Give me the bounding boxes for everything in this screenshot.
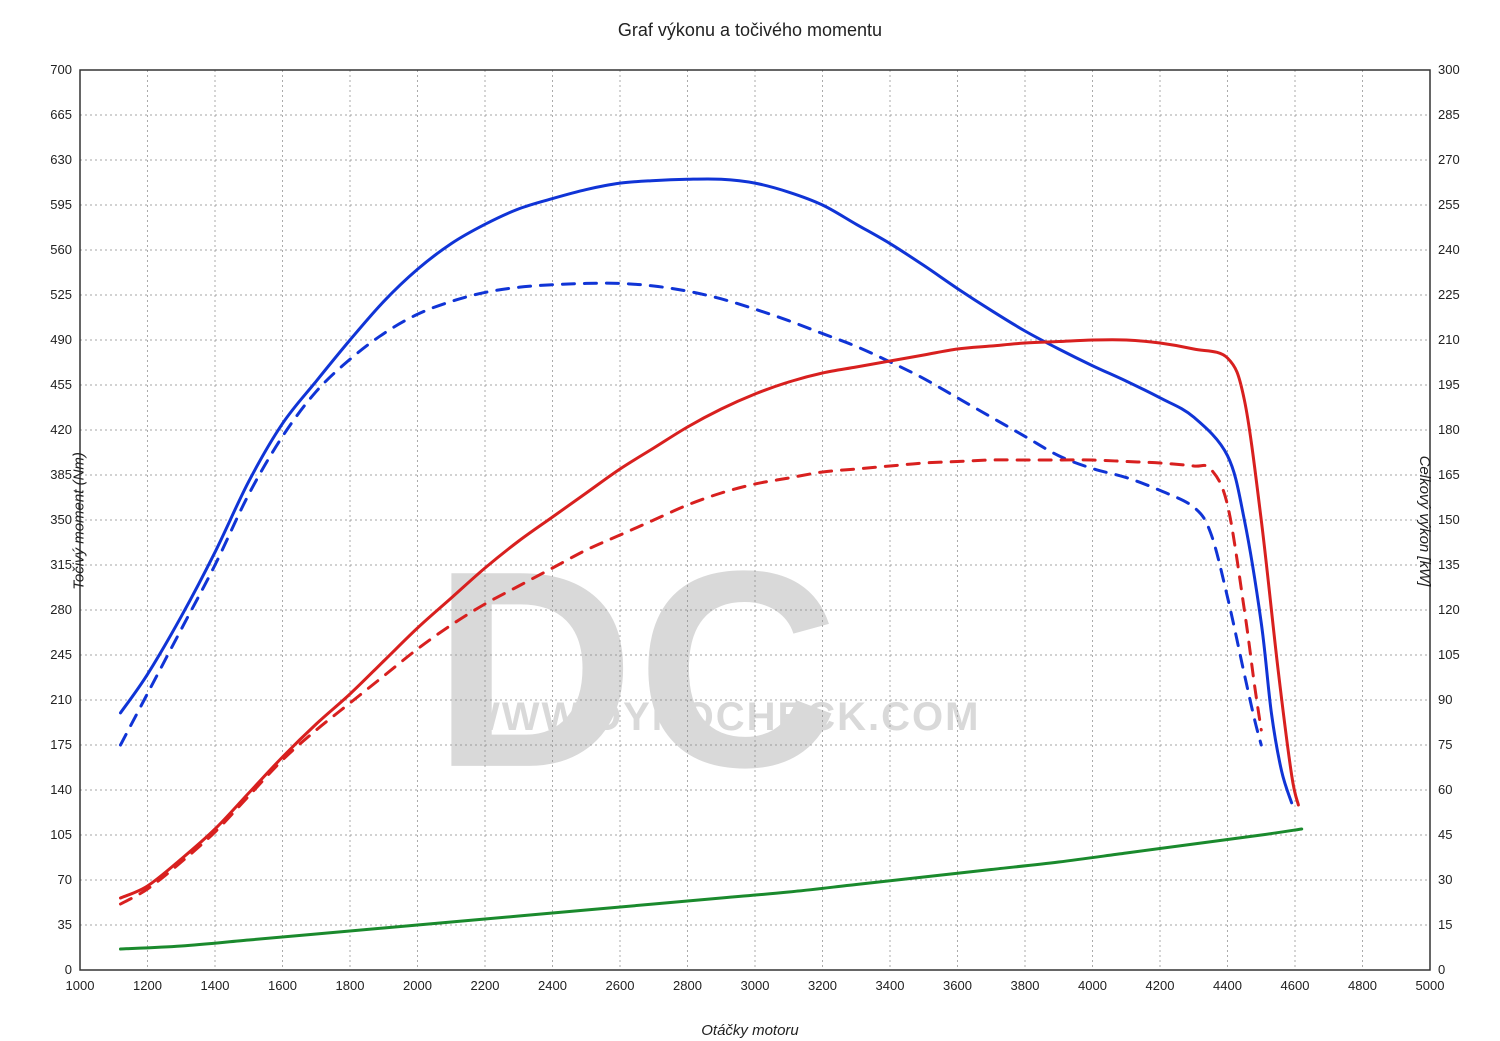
y-right-tick-label: 75 <box>1438 737 1452 752</box>
y-right-tick-label: 120 <box>1438 602 1460 617</box>
y-left-tick-label: 140 <box>50 782 72 797</box>
y-right-tick-label: 285 <box>1438 107 1460 122</box>
y-left-tick-label: 665 <box>50 107 72 122</box>
y-left-tick-label: 35 <box>58 917 72 932</box>
y-right-tick-label: 210 <box>1438 332 1460 347</box>
x-tick-label: 1600 <box>268 978 297 993</box>
x-tick-label: 3600 <box>943 978 972 993</box>
x-axis-label: Otáčky motoru <box>0 1022 1500 1039</box>
y-left-tick-label: 175 <box>50 737 72 752</box>
y-left-tick-label: 560 <box>50 242 72 257</box>
x-tick-label: 1200 <box>133 978 162 993</box>
y-left-tick-label: 630 <box>50 152 72 167</box>
y-left-tick-label: 315 <box>50 557 72 572</box>
y-right-tick-label: 225 <box>1438 287 1460 302</box>
y-right-tick-label: 150 <box>1438 512 1460 527</box>
y-left-tick-label: 525 <box>50 287 72 302</box>
x-tick-label: 2600 <box>606 978 635 993</box>
y-right-tick-label: 105 <box>1438 647 1460 662</box>
x-tick-label: 1400 <box>201 978 230 993</box>
y-left-tick-label: 210 <box>50 692 72 707</box>
x-tick-label: 2200 <box>471 978 500 993</box>
y-left-tick-label: 595 <box>50 197 72 212</box>
x-tick-label: 4000 <box>1078 978 1107 993</box>
y-left-tick-label: 0 <box>65 962 72 977</box>
y-left-tick-label: 70 <box>58 872 72 887</box>
x-tick-label: 3400 <box>876 978 905 993</box>
y-right-tick-label: 90 <box>1438 692 1452 707</box>
x-tick-label: 3200 <box>808 978 837 993</box>
y-right-tick-label: 195 <box>1438 377 1460 392</box>
y-right-tick-label: 180 <box>1438 422 1460 437</box>
x-tick-label: 2000 <box>403 978 432 993</box>
x-tick-label: 3800 <box>1011 978 1040 993</box>
x-tick-label: 4400 <box>1213 978 1242 993</box>
y-left-tick-label: 420 <box>50 422 72 437</box>
y-left-tick-label: 245 <box>50 647 72 662</box>
y-right-tick-label: 30 <box>1438 872 1452 887</box>
y-right-tick-label: 255 <box>1438 197 1460 212</box>
y-axis-label-left: Točivý moment (Nm) <box>70 452 87 590</box>
x-tick-label: 4800 <box>1348 978 1377 993</box>
chart-container: { "chart": { "type": "line", "title": "G… <box>0 0 1500 1041</box>
x-tick-label: 1800 <box>336 978 365 993</box>
x-tick-label: 5000 <box>1416 978 1445 993</box>
y-right-tick-label: 60 <box>1438 782 1452 797</box>
y-left-tick-label: 385 <box>50 467 72 482</box>
y-right-tick-label: 0 <box>1438 962 1445 977</box>
y-right-tick-label: 240 <box>1438 242 1460 257</box>
chart-title: Graf výkonu a točivého momentu <box>0 20 1500 41</box>
y-axis-label-right: Celkový výkon [kW] <box>1416 455 1433 586</box>
y-right-tick-label: 165 <box>1438 467 1460 482</box>
watermark-url: WWW.DYNOCHECK.COM <box>462 695 980 739</box>
y-right-tick-label: 270 <box>1438 152 1460 167</box>
x-tick-label: 2800 <box>673 978 702 993</box>
y-right-tick-label: 45 <box>1438 827 1452 842</box>
y-left-tick-label: 700 <box>50 62 72 77</box>
y-right-tick-label: 135 <box>1438 557 1460 572</box>
y-right-tick-label: 15 <box>1438 917 1452 932</box>
x-tick-label: 4600 <box>1281 978 1310 993</box>
y-left-tick-label: 490 <box>50 332 72 347</box>
x-tick-label: 3000 <box>741 978 770 993</box>
y-left-tick-label: 350 <box>50 512 72 527</box>
y-left-tick-label: 455 <box>50 377 72 392</box>
y-right-tick-label: 300 <box>1438 62 1460 77</box>
series-losses-solid-green <box>121 829 1302 949</box>
x-tick-label: 4200 <box>1146 978 1175 993</box>
y-left-tick-label: 280 <box>50 602 72 617</box>
x-tick-label: 2400 <box>538 978 567 993</box>
chart-svg: DCWWW.DYNOCHECK.COM100012001400160018002… <box>0 0 1500 1041</box>
y-left-tick-label: 105 <box>50 827 72 842</box>
x-tick-label: 1000 <box>66 978 95 993</box>
